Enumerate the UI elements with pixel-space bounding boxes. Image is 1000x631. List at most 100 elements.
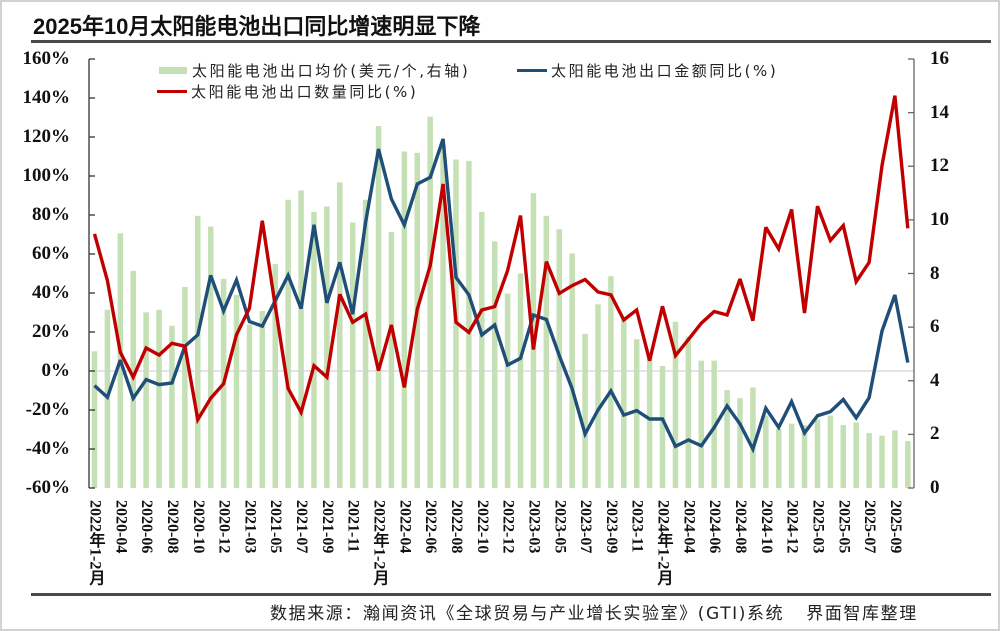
price-bar xyxy=(646,353,653,488)
right-axis-label: 10 xyxy=(930,208,949,230)
right-axis-label: 4 xyxy=(930,369,940,391)
legend-item-volume: 太阳能电池出口数量同比(%) xyxy=(157,81,418,102)
x-axis-label: 2024年1-2月 xyxy=(654,500,672,586)
x-axis-label: 2021-05 xyxy=(267,500,285,554)
x-axis-label: 2024-08 xyxy=(732,500,749,554)
x-axis-label: 2024-06 xyxy=(706,500,724,554)
price-bar xyxy=(750,387,756,488)
price-bar xyxy=(143,312,149,488)
price-bar xyxy=(272,264,278,488)
price-bar xyxy=(427,116,433,488)
price-bar xyxy=(182,286,188,488)
left-axis-label: 60% xyxy=(32,243,70,264)
price-bar xyxy=(517,273,524,488)
price-bar xyxy=(685,336,692,488)
x-axis-label: 2024-12 xyxy=(783,500,801,554)
x-axis-label: 2023-11 xyxy=(628,500,646,553)
price-bar xyxy=(892,430,898,488)
left-axis-label: -40% xyxy=(25,438,70,459)
left-axis-label: 140% xyxy=(22,87,71,108)
x-axis-label: 2025-07 xyxy=(861,500,879,554)
credit-text: 界面智库整理 xyxy=(806,604,918,624)
legend-item-price: 太阳能电池出口均价(美元/个,右轴) xyxy=(159,60,470,81)
price-bar xyxy=(621,319,627,488)
legend-label-price: 太阳能电池出口均价(美元/个,右轴) xyxy=(192,62,471,80)
left-axis-label: 80% xyxy=(32,204,70,225)
left-axis-label: 160% xyxy=(22,48,71,69)
price-bar xyxy=(156,309,162,488)
x-axis-label: 2025-03 xyxy=(809,500,827,554)
price-bar xyxy=(311,211,317,489)
amount-yoy-line xyxy=(93,138,910,454)
x-axis-label: 2020-10 xyxy=(189,500,207,554)
price-bar xyxy=(775,429,782,488)
price-bar xyxy=(169,325,175,488)
price-bar xyxy=(672,321,679,488)
legend-blue-line-icon xyxy=(517,69,547,72)
x-axis-label: 2022-04 xyxy=(396,500,414,554)
price-bar xyxy=(401,151,408,489)
x-axis-label: 2020-12 xyxy=(215,500,233,554)
x-axis-label: 2020-04 xyxy=(112,500,130,554)
x-axis-label: 2023-09 xyxy=(602,500,620,554)
price-bar xyxy=(724,390,730,488)
price-bar xyxy=(905,441,911,488)
price-bar xyxy=(763,415,769,488)
x-axis-label: 2022年1-2月 xyxy=(86,500,104,586)
x-axis-label: 2022年1-2月 xyxy=(370,500,388,586)
price-bar xyxy=(375,126,382,488)
price-bar xyxy=(879,435,885,488)
price-bar xyxy=(608,276,614,488)
x-axis-label: 2022-10 xyxy=(473,500,491,554)
price-bar xyxy=(349,222,356,488)
left-axis-label: 40% xyxy=(32,282,70,303)
price-bar xyxy=(466,160,472,488)
right-axis-label: 14 xyxy=(930,101,949,123)
price-bar xyxy=(801,424,808,488)
x-axis-label: 2020-08 xyxy=(163,500,181,554)
x-axis-label: 2022-06 xyxy=(422,500,440,554)
left-axis-label: 100% xyxy=(22,165,71,186)
price-bar xyxy=(827,415,834,488)
x-axis-label: 2024-04 xyxy=(680,500,698,554)
legend-label-amount: 太阳能电池出口金额同比(%) xyxy=(551,62,779,80)
price-bar xyxy=(479,211,485,489)
source-text: 数据来源：瀚闻资讯《全球贸易与产业增长实验室》(GTI)系统 xyxy=(270,604,785,624)
price-bar xyxy=(504,293,511,488)
price-bar xyxy=(324,206,330,488)
price-bar xyxy=(543,215,550,488)
volume-yoy-line xyxy=(92,95,910,425)
right-axis-label: 6 xyxy=(930,316,940,338)
right-axis-label: 12 xyxy=(930,155,949,177)
x-axis-label: 2021-03 xyxy=(241,500,259,554)
left-axis-label: -60% xyxy=(25,477,70,498)
price-bar xyxy=(840,424,847,488)
price-bar xyxy=(91,351,98,488)
x-axis-label: 2021-11 xyxy=(344,500,362,553)
x-axis-label: 2025-09 xyxy=(886,500,904,554)
price-bar xyxy=(207,226,214,488)
price-bar xyxy=(388,231,395,489)
x-axis-label: 2021-09 xyxy=(318,500,336,554)
price-bar xyxy=(298,190,304,488)
price-bar xyxy=(853,422,859,488)
chart-title: 2025年10月太阳能电池出口同比增速明显下降 xyxy=(33,14,481,39)
price-bar xyxy=(582,333,588,488)
left-axis-label: 0% xyxy=(41,360,71,381)
price-bar xyxy=(440,144,446,489)
x-axis-label: 2024-10 xyxy=(757,500,775,554)
right-axis-label: 16 xyxy=(930,48,949,69)
x-axis-label: 2023-03 xyxy=(525,500,543,554)
right-axis-label: 0 xyxy=(930,477,940,498)
price-bar xyxy=(595,304,601,488)
legend-label-volume: 太阳能电池出口数量同比(%) xyxy=(191,83,419,101)
price-bar xyxy=(285,199,291,488)
price-bar xyxy=(362,199,369,488)
price-bar xyxy=(788,423,795,488)
x-axis-label: 2020-06 xyxy=(138,500,156,554)
price-bar xyxy=(633,339,640,488)
price-bar xyxy=(659,366,666,488)
left-axis-label: -20% xyxy=(25,399,70,420)
